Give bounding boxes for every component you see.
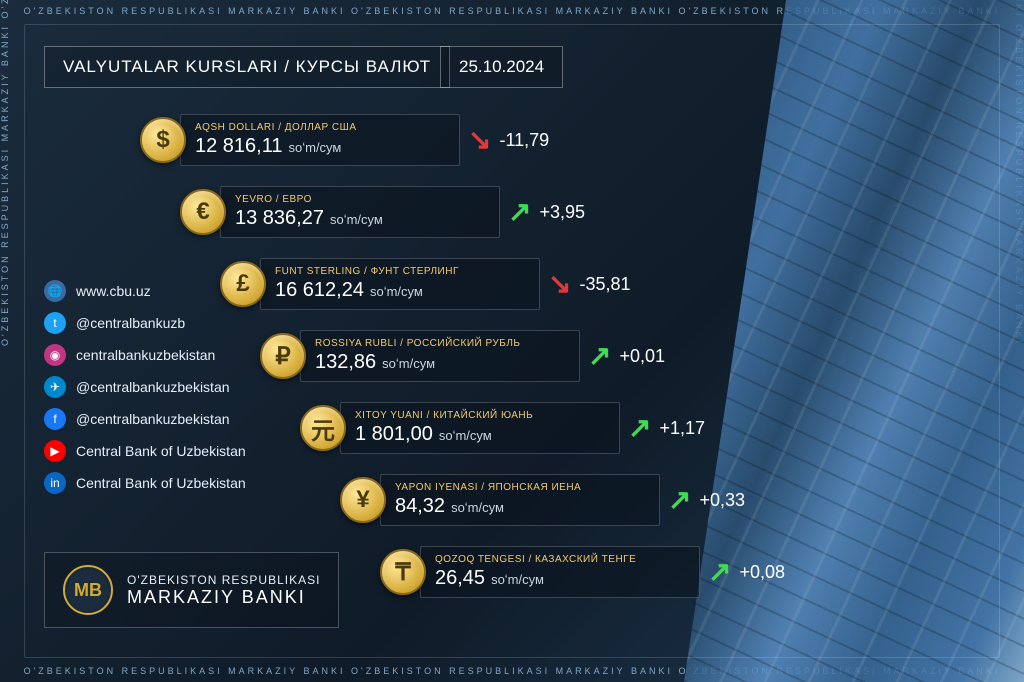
currency-coin-icon: 元 bbox=[300, 405, 346, 451]
social-label: Central Bank of Uzbekistan bbox=[76, 475, 246, 491]
rate-unit: soʻm/сум bbox=[382, 356, 435, 371]
social-row: in Central Bank of Uzbekistan bbox=[44, 472, 246, 494]
rate-value: 1 801,00 bbox=[355, 423, 433, 446]
currency-coin-icon: ₽ bbox=[260, 333, 306, 379]
currency-name: QOZOQ TENGESI / КАЗАХСКИЙ ТЕНГЕ bbox=[435, 554, 685, 565]
rate-value: 13 836,27 bbox=[235, 207, 324, 230]
rate-value: 84,32 bbox=[395, 495, 445, 518]
logo-block: MB O'ZBEKISTON RESPUBLIKASI MARKAZIY BAN… bbox=[44, 552, 339, 628]
instagram-icon: ◉ bbox=[44, 344, 66, 366]
rate-change: +0,08 bbox=[739, 562, 785, 583]
currency-coin-icon: £ bbox=[220, 261, 266, 307]
title-box: VALYUTALAR KURSLARI / КУРСЫ ВАЛЮТ bbox=[44, 46, 450, 88]
currency-coin-icon: ¥ bbox=[340, 477, 386, 523]
currency-name: ROSSIYA RUBLI / РОССИЙСКИЙ РУБЛЬ bbox=[315, 338, 565, 349]
trend-arrow-down-icon: ↘ bbox=[548, 270, 571, 298]
rate-row: $ AQSH DOLLARI / ДОЛЛАР США 12 816,11 so… bbox=[140, 110, 780, 170]
rate-row: 元 XITOY YUANI / КИТАЙСКИЙ ЮАНЬ 1 801,00 … bbox=[300, 398, 780, 458]
rate-box: YAPON IYENASI / ЯПОНСКАЯ ИЕНА 84,32 soʻm… bbox=[380, 474, 660, 526]
rate-box: AQSH DOLLARI / ДОЛЛАР США 12 816,11 soʻm… bbox=[180, 114, 460, 166]
social-label: @centralbankuzb bbox=[76, 315, 185, 331]
rate-change: +1,17 bbox=[659, 418, 705, 439]
rate-unit: soʻm/сум bbox=[491, 572, 544, 587]
social-row: f @centralbankuzbekistan bbox=[44, 408, 246, 430]
currency-name: YEVRO / ЕВРО bbox=[235, 194, 485, 205]
social-label: www.cbu.uz bbox=[76, 283, 151, 299]
rate-unit: soʻm/сум bbox=[451, 500, 504, 515]
currency-name: XITOY YUANI / КИТАЙСКИЙ ЮАНЬ bbox=[355, 410, 605, 421]
rate-row: € YEVRO / ЕВРО 13 836,27 soʻm/сум ↗ +3,9… bbox=[180, 182, 780, 242]
bank-logo-icon: MB bbox=[63, 565, 113, 615]
rate-unit: soʻm/сум bbox=[370, 284, 423, 299]
trend-arrow-up-icon: ↗ bbox=[708, 558, 731, 586]
logo-text-line1: O'ZBEKISTON RESPUBLIKASI bbox=[127, 573, 320, 587]
social-label: @centralbankuzbekistan bbox=[76, 411, 230, 427]
rate-value: 132,86 bbox=[315, 351, 376, 374]
currency-name: YAPON IYENASI / ЯПОНСКАЯ ИЕНА bbox=[395, 482, 645, 493]
currency-name: FUNT STERLING / ФУНТ СТЕРЛИНГ bbox=[275, 266, 525, 277]
youtube-icon: ▶ bbox=[44, 440, 66, 462]
currency-coin-icon: € bbox=[180, 189, 226, 235]
logo-text-line2: MARKAZIY BANKI bbox=[127, 587, 320, 608]
currency-coin-icon: ₸ bbox=[380, 549, 426, 595]
date-box: 25.10.2024 bbox=[440, 46, 563, 88]
social-row: t @centralbankuzb bbox=[44, 312, 246, 334]
rate-row: £ FUNT STERLING / ФУНТ СТЕРЛИНГ 16 612,2… bbox=[220, 254, 780, 314]
social-links: 🌐 www.cbu.uz t @centralbankuzb ◉ central… bbox=[44, 280, 246, 494]
trend-arrow-up-icon: ↗ bbox=[668, 486, 691, 514]
rate-box: FUNT STERLING / ФУНТ СТЕРЛИНГ 16 612,24 … bbox=[260, 258, 540, 310]
trend-arrow-up-icon: ↗ bbox=[508, 198, 531, 226]
rate-value: 16 612,24 bbox=[275, 279, 364, 302]
linkedin-icon: in bbox=[44, 472, 66, 494]
social-row: 🌐 www.cbu.uz bbox=[44, 280, 246, 302]
social-label: centralbankuzbekistan bbox=[76, 347, 215, 363]
rate-change: +3,95 bbox=[539, 202, 585, 223]
social-row: ◉ centralbankuzbekistan bbox=[44, 344, 246, 366]
trend-arrow-up-icon: ↗ bbox=[588, 342, 611, 370]
rate-change: +0,33 bbox=[699, 490, 745, 511]
twitter-icon: t bbox=[44, 312, 66, 334]
web-icon: 🌐 bbox=[44, 280, 66, 302]
rate-box: XITOY YUANI / КИТАЙСКИЙ ЮАНЬ 1 801,00 so… bbox=[340, 402, 620, 454]
rate-row: ₽ ROSSIYA RUBLI / РОССИЙСКИЙ РУБЛЬ 132,8… bbox=[260, 326, 780, 386]
social-label: Central Bank of Uzbekistan bbox=[76, 443, 246, 459]
rate-box: ROSSIYA RUBLI / РОССИЙСКИЙ РУБЛЬ 132,86 … bbox=[300, 330, 580, 382]
rate-box: QOZOQ TENGESI / КАЗАХСКИЙ ТЕНГЕ 26,45 so… bbox=[420, 546, 700, 598]
social-row: ✈ @centralbankuzbekistan bbox=[44, 376, 246, 398]
facebook-icon: f bbox=[44, 408, 66, 430]
rate-change: -11,79 bbox=[499, 130, 549, 151]
trend-arrow-up-icon: ↗ bbox=[628, 414, 651, 442]
telegram-icon: ✈ bbox=[44, 376, 66, 398]
currency-name: AQSH DOLLARI / ДОЛЛАР США bbox=[195, 122, 445, 133]
rate-unit: soʻm/сум bbox=[330, 212, 383, 227]
border-text-left: O'ZBEKISTON RESPUBLIKASI MARKAZIY BANKI … bbox=[0, 0, 10, 346]
rate-value: 26,45 bbox=[435, 567, 485, 590]
rate-unit: soʻm/сум bbox=[439, 428, 492, 443]
rate-box: YEVRO / ЕВРО 13 836,27 soʻm/сум bbox=[220, 186, 500, 238]
trend-arrow-down-icon: ↘ bbox=[468, 126, 491, 154]
rate-row: ¥ YAPON IYENASI / ЯПОНСКАЯ ИЕНА 84,32 so… bbox=[340, 470, 780, 530]
rate-change: -35,81 bbox=[579, 274, 630, 295]
rate-change: +0,01 bbox=[619, 346, 665, 367]
rate-value: 12 816,11 bbox=[195, 135, 283, 158]
rate-unit: soʻm/сум bbox=[289, 140, 342, 155]
currency-coin-icon: $ bbox=[140, 117, 186, 163]
social-label: @centralbankuzbekistan bbox=[76, 379, 230, 395]
rate-row: ₸ QOZOQ TENGESI / КАЗАХСКИЙ ТЕНГЕ 26,45 … bbox=[380, 542, 780, 602]
social-row: ▶ Central Bank of Uzbekistan bbox=[44, 440, 246, 462]
